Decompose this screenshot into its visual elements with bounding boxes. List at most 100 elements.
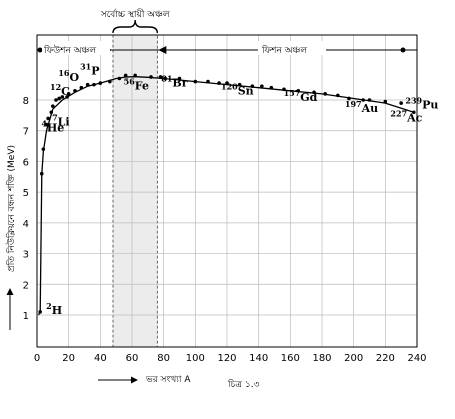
element-label-sn: 120Sn (221, 82, 254, 98)
data-point (383, 99, 388, 104)
x-tick-label: 240 (407, 353, 426, 364)
x-axis-arrow-head (131, 376, 138, 384)
data-point (66, 92, 71, 96)
data-point (225, 81, 229, 85)
data-point (39, 171, 44, 176)
element-label-li: 7Li (52, 112, 69, 128)
element-symbol: Ac (406, 112, 423, 125)
fusion-region-label: ফিউশন অঞ্চল (43, 44, 96, 56)
mass-number: 157 (284, 88, 301, 98)
x-tick-label: 200 (344, 353, 363, 364)
most-stable-band (112, 34, 158, 348)
data-point (177, 76, 182, 81)
mass-number: 56 (124, 76, 136, 86)
data-point (323, 92, 327, 96)
data-point (347, 96, 351, 101)
data-point (44, 122, 49, 127)
data-point (250, 84, 255, 88)
x-tick-label: 120 (217, 353, 236, 364)
y-tick-label: 3 (23, 250, 29, 261)
element-symbol: Fe (135, 79, 149, 92)
data-point (312, 90, 316, 95)
element-symbol: H (52, 304, 62, 317)
data-point (217, 81, 221, 85)
element-symbol: Li (58, 115, 70, 128)
data-point (92, 82, 96, 87)
data-point (65, 95, 69, 99)
mass-number: 81 (161, 74, 172, 84)
data-point (260, 84, 264, 88)
element-label-h: 2H (46, 301, 62, 317)
region-bar-dot-left (37, 47, 43, 53)
x-tick-label: 140 (249, 353, 268, 364)
y-tick-label: 8 (23, 96, 29, 107)
data-point (412, 110, 416, 115)
data-point (206, 79, 210, 84)
data-point (361, 98, 365, 102)
data-point (296, 88, 301, 93)
region-bar-dot-right (400, 47, 406, 53)
y-tick-label: 5 (23, 188, 29, 199)
data-point (123, 73, 128, 78)
binding-energy-curve (38, 76, 414, 316)
data-point (49, 110, 54, 115)
element-label-he: 4He (41, 119, 64, 135)
data-point (57, 96, 61, 101)
element-symbol: Gd (300, 91, 317, 104)
y-tick-label: 1 (23, 311, 29, 322)
mass-number: 12 (50, 82, 61, 92)
data-point (38, 310, 42, 314)
data-point (269, 85, 274, 90)
data-point (41, 147, 46, 151)
x-tick-label: 20 (62, 353, 75, 364)
element-label-au: 197Au (345, 99, 378, 115)
y-tick-label: 4 (23, 219, 29, 230)
mass-number: 239 (405, 95, 422, 105)
data-point (237, 82, 242, 87)
data-point (399, 101, 403, 105)
data-point (133, 73, 137, 78)
data-point (367, 98, 372, 102)
mass-number: 16 (58, 68, 70, 78)
data-point (79, 85, 84, 90)
element-label-gd: 157Gd (284, 88, 318, 104)
fusion-label-bg (42, 41, 110, 55)
data-point (193, 79, 198, 84)
mass-number: 7 (52, 112, 58, 122)
figure-caption: চিত্র ১.৩ (227, 379, 260, 390)
x-axis-title: ভর সংখ্যা A (145, 375, 191, 385)
mass-number: 4 (41, 119, 47, 129)
fission-arrow-head (158, 46, 167, 54)
x-tick-label: 80 (157, 353, 170, 364)
element-symbol: P (91, 65, 99, 78)
x-tick-label: 100 (186, 353, 205, 364)
x-tick-label: 60 (126, 353, 139, 364)
element-symbol: Br (172, 77, 187, 90)
y-tick-label: 2 (23, 280, 29, 291)
data-point (158, 75, 163, 79)
data-point (149, 75, 153, 79)
data-point (85, 82, 90, 87)
element-label-o: 16O (58, 68, 79, 84)
data-point (46, 116, 50, 121)
data-point (282, 87, 286, 92)
element-symbol: He (47, 122, 64, 135)
x-tick-label: 180 (312, 353, 331, 364)
stable-brace (112, 19, 159, 34)
data-point (60, 95, 65, 99)
fission-region-label: ফিশন অঞ্চল (261, 45, 307, 56)
data-point (51, 104, 55, 108)
x-tick-label: 40 (94, 353, 107, 364)
x-tick-label: 0 (34, 353, 40, 364)
element-label-p: 31P (80, 62, 99, 78)
mass-number: 197 (345, 99, 362, 109)
element-label-fe: 56Fe (124, 76, 149, 92)
y-tick-label: 6 (23, 157, 29, 168)
y-axis-title: প্রতি নিউক্লিয়নে বন্ধন শক্তি (MeV) (5, 145, 17, 272)
mass-number: 120 (221, 82, 238, 92)
most-stable-label: সর্বোচ্চ স্থায়ী অঞ্চল (100, 8, 170, 20)
data-point (336, 93, 340, 98)
element-label-pu: 239Pu (405, 95, 438, 111)
element-label-br: 81Br (161, 74, 187, 90)
